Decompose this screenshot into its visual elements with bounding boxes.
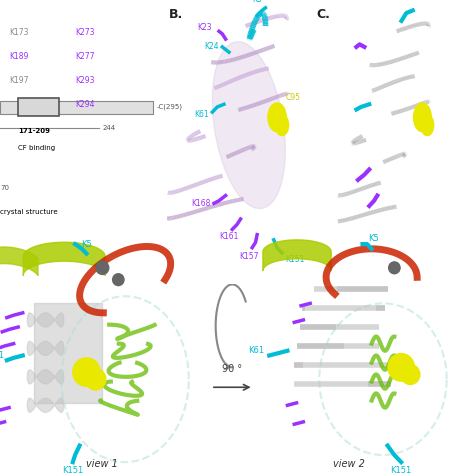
Text: C.: C. xyxy=(316,8,330,21)
Polygon shape xyxy=(34,303,102,403)
Text: K189: K189 xyxy=(9,52,28,61)
Circle shape xyxy=(113,274,124,285)
Text: K5: K5 xyxy=(252,0,262,4)
Text: view 2: view 2 xyxy=(333,459,365,469)
Text: K161: K161 xyxy=(219,232,238,241)
Text: crystal structure: crystal structure xyxy=(0,209,58,215)
Text: K61: K61 xyxy=(248,346,264,355)
Text: -C(295): -C(295) xyxy=(157,104,182,110)
Polygon shape xyxy=(27,398,64,412)
Text: K197: K197 xyxy=(9,76,28,85)
Circle shape xyxy=(401,365,420,384)
Circle shape xyxy=(275,115,289,136)
Text: K151: K151 xyxy=(62,465,83,474)
Text: 90 °: 90 ° xyxy=(222,364,242,374)
Text: K151: K151 xyxy=(285,255,305,264)
Polygon shape xyxy=(27,341,64,356)
Text: 70: 70 xyxy=(0,185,9,191)
Circle shape xyxy=(73,358,100,386)
Text: K24: K24 xyxy=(204,43,219,51)
Text: C95: C95 xyxy=(285,93,301,102)
Circle shape xyxy=(85,369,106,390)
Circle shape xyxy=(389,262,400,274)
FancyBboxPatch shape xyxy=(0,101,153,114)
Circle shape xyxy=(388,354,414,381)
Text: K168: K168 xyxy=(191,199,210,208)
Text: K151: K151 xyxy=(391,465,412,474)
Text: K173: K173 xyxy=(9,28,28,37)
Text: K277: K277 xyxy=(76,52,95,61)
Text: K5: K5 xyxy=(368,234,379,243)
Polygon shape xyxy=(27,370,64,384)
Text: K23: K23 xyxy=(198,23,212,32)
Text: 171-209: 171-209 xyxy=(18,128,50,134)
Text: K294: K294 xyxy=(76,100,95,109)
Polygon shape xyxy=(27,313,64,327)
Circle shape xyxy=(413,103,431,132)
Text: K61: K61 xyxy=(0,351,5,360)
Text: K273: K273 xyxy=(76,28,95,37)
Text: K61: K61 xyxy=(194,110,209,119)
Circle shape xyxy=(268,103,286,132)
FancyBboxPatch shape xyxy=(18,99,59,116)
Circle shape xyxy=(421,115,434,136)
Text: view 1: view 1 xyxy=(86,459,118,469)
Text: K5: K5 xyxy=(81,240,92,249)
Text: CF binding: CF binding xyxy=(18,145,55,151)
Text: K293: K293 xyxy=(76,76,95,85)
Polygon shape xyxy=(212,42,285,209)
Text: K157: K157 xyxy=(239,252,259,261)
Text: B.: B. xyxy=(169,8,183,21)
Text: 244: 244 xyxy=(103,125,116,131)
Circle shape xyxy=(96,261,109,274)
